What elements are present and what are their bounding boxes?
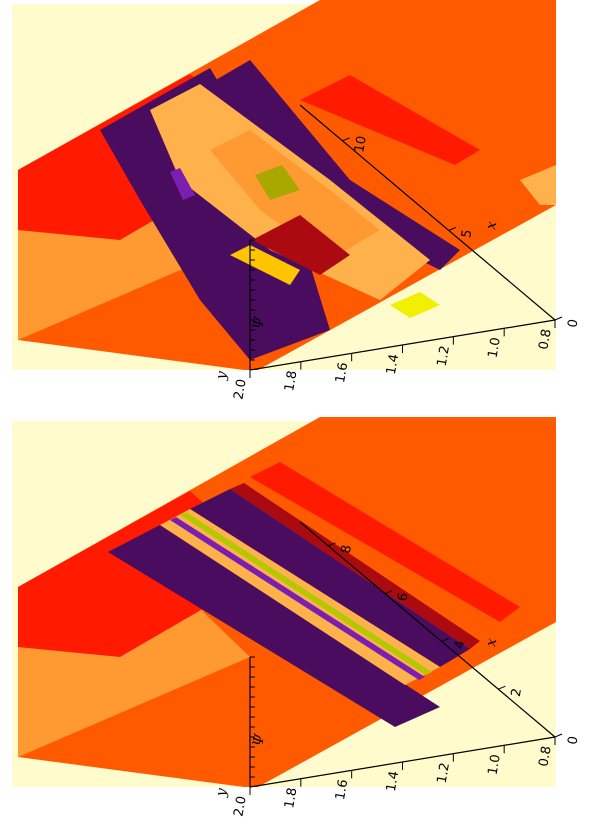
y-tick-label: 1.4 — [384, 353, 402, 376]
x-tick-label: 6 — [395, 592, 411, 603]
x-tick-label: 10 — [352, 135, 370, 154]
purple-band-left — [100, 68, 330, 360]
x-tick-label: 2 — [509, 687, 525, 698]
violet-spot — [170, 168, 195, 200]
island-core — [210, 130, 380, 260]
surface-plot-bottom-svg: 0.8 1.0 1.2 1.4 1.6 1.8 2.0 0 2 4 6 8 y x Ψ — [12, 417, 582, 818]
y-tick-label: 1.4 — [384, 770, 402, 793]
y-tick-label: 1.0 — [486, 336, 504, 359]
x-axis-line — [299, 521, 556, 738]
y-tick-label: 1.6 — [333, 361, 351, 384]
y-tick-label: 1.2 — [435, 762, 453, 785]
x-tick-mark — [328, 542, 336, 547]
surface-plot-top-svg: 0.8 1.0 1.2 1.4 1.6 1.8 2.0 0 5 10 y x Ψ — [12, 0, 582, 401]
z-axis-title: Ψ — [250, 732, 268, 748]
x-tick-mark — [554, 316, 563, 321]
x-tick-label: 0 — [565, 318, 581, 329]
red-streak — [300, 75, 480, 165]
y-axis-title: y — [213, 786, 230, 799]
x-tick-mark — [384, 590, 393, 595]
red-band-right — [250, 462, 520, 622]
olive-spot — [255, 165, 300, 200]
y-tick-label: 1.2 — [435, 345, 453, 368]
y-tick-label: 2.0 — [231, 378, 249, 401]
violet-line — [170, 517, 425, 680]
x-tick-label: 4 — [452, 639, 468, 650]
x-axis-title: x — [483, 637, 500, 648]
amber-streak — [230, 245, 300, 285]
maroon-patch — [252, 215, 350, 275]
x-tick-label: 0 — [565, 735, 581, 746]
y-tick-label: 0.8 — [536, 328, 554, 351]
x-tick-mark — [498, 685, 506, 690]
x-tick-mark — [441, 637, 449, 642]
maroon-edge — [230, 483, 480, 649]
x-tick-mark — [448, 226, 456, 231]
y-tick-label: 0.8 — [536, 745, 554, 768]
z-axis-title: Ψ — [250, 315, 268, 331]
y-tick-label: 1.8 — [282, 787, 300, 810]
purple-band-1 — [108, 525, 440, 727]
x-axis-title: x — [483, 220, 500, 231]
x-tick-label: 8 — [339, 544, 355, 555]
y-tick-label: 2.0 — [231, 795, 249, 818]
surface-plot-top: 0.8 1.0 1.2 1.4 1.6 1.8 2.0 0 5 10 y x Ψ — [12, 0, 582, 401]
y-tick-label: 1.8 — [282, 370, 300, 393]
x-tick-label: 5 — [459, 228, 475, 239]
greenyellow-line — [180, 512, 432, 675]
surface-plot-bottom: 0.8 1.0 1.2 1.4 1.6 1.8 2.0 0 2 4 6 8 y x Ψ — [0, 417, 598, 834]
y-tick-label: 1.0 — [486, 753, 504, 776]
y-tick-label: 1.6 — [333, 778, 351, 801]
yellow-highlight — [390, 292, 440, 318]
purple-band-2 — [190, 489, 470, 667]
x-tick-mark — [342, 137, 350, 142]
x-tick-mark — [554, 733, 563, 738]
purple-band-right — [195, 60, 460, 270]
corner-patch — [520, 165, 556, 205]
y-axis-title: y — [213, 369, 230, 382]
